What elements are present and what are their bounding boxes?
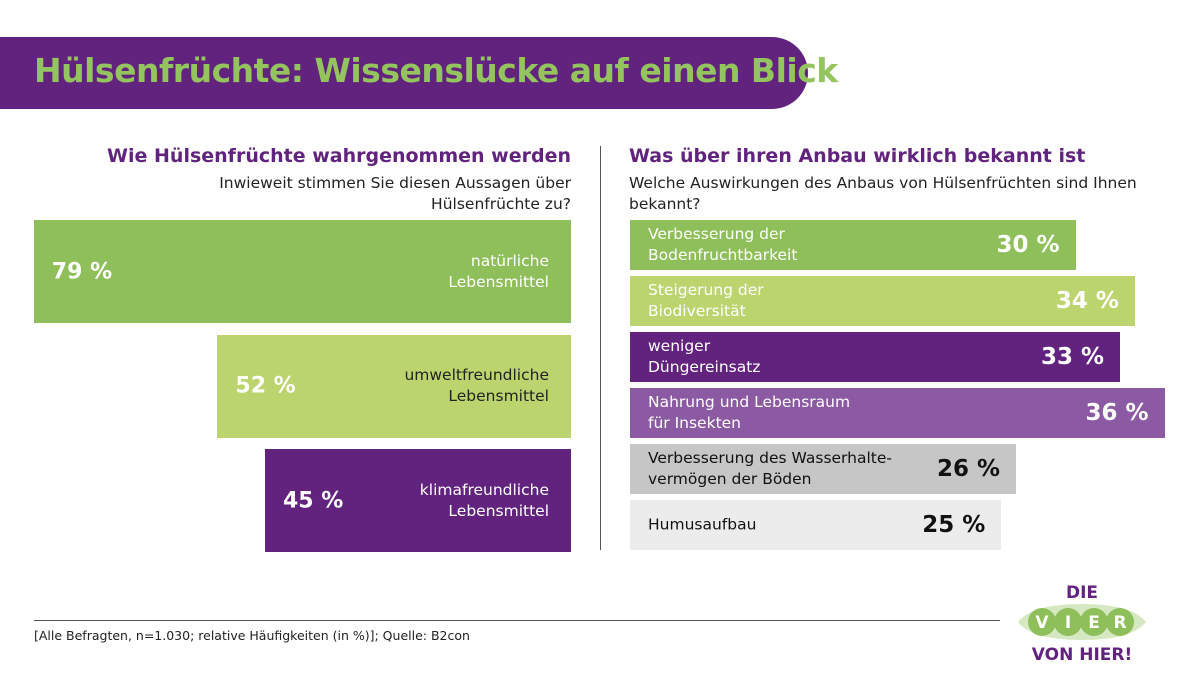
page-title: Hülsenfrüchte: Wissenslücke auf einen Bl… — [34, 51, 838, 90]
svg-text:DIE: DIE — [1066, 583, 1098, 603]
category-label-line: umweltfreundliche — [404, 366, 549, 384]
category-label-line: Lebensmittel — [448, 501, 549, 520]
value-label: 30 % — [996, 232, 1060, 258]
value-label: 25 % — [922, 512, 986, 538]
value-label: 36 % — [1085, 400, 1149, 426]
category-label: klimafreundliche Lebensmittel — [420, 480, 549, 522]
category-label-line: Lebensmittel — [448, 272, 549, 291]
svg-text:E: E — [1088, 613, 1100, 633]
category-label: weniger Düngereinsatz — [648, 336, 760, 378]
title-banner: Hülsenfrüchte: Wissenslücke auf einen Bl… — [0, 37, 838, 109]
value-label: 33 % — [1040, 344, 1105, 370]
value-label: 79 % — [51, 259, 113, 284]
category-label-line: Verbesserung des Wasserhalte- — [648, 449, 892, 467]
svg-text:R: R — [1113, 613, 1126, 633]
bar-4: Verbesserung des Wasserhalte-vermögen de… — [630, 444, 1017, 494]
right-chart-subtitle: Welche Auswirkungen des Anbaus von Hülse… — [629, 174, 1137, 213]
right-heading: Was über ihren Anbau wirklich bekannt is… — [629, 145, 1149, 215]
footer-divider — [34, 620, 1000, 621]
bar-0: Verbesserung der Bodenfruchtbarkeit 30 % — [630, 220, 1076, 270]
left-chart-subtitle: Inwieweit stimmen Sie diesen Aussagen üb… — [219, 174, 571, 213]
left-heading: Wie Hülsenfrüchte wahrgenommen werden In… — [107, 145, 571, 215]
category-label-line: Steigerung der — [648, 281, 764, 299]
category-label: natürliche Lebensmittel — [448, 251, 549, 293]
value-label: 45 % — [283, 488, 344, 513]
bar-1: Steigerung der Biodiversität 34 % — [630, 276, 1135, 326]
bar-3: Nahrung und Lebensraum für Insekten 36 % — [630, 388, 1165, 438]
category-label: Verbesserung der Bodenfruchtbarkeit — [648, 224, 797, 266]
category-label-line: Düngereinsatz — [648, 358, 761, 376]
category-label-line: Bodenfruchtbarkeit — [648, 246, 798, 264]
category-label-line: für Insekten — [648, 414, 741, 432]
bar-2: weniger Düngereinsatz 33 % — [630, 332, 1121, 382]
category-label-line: Lebensmittel — [448, 387, 549, 405]
value-label: 34 % — [1055, 288, 1119, 314]
category-label-line: Verbesserung der — [648, 225, 785, 243]
source-note: [Alle Befragten, n=1.030; relative Häufi… — [34, 628, 470, 643]
category-label: Steigerung der Biodiversität — [648, 280, 764, 322]
svg-text:V: V — [1035, 613, 1049, 633]
category-label-line: klimafreundliche — [419, 480, 549, 499]
bar-5: Humusaufbau 25 % — [630, 500, 1002, 550]
svg-text:VON HIER!: VON HIER! — [1032, 645, 1132, 665]
category-label-line: natürliche — [470, 251, 549, 270]
category-label-line: Humusaufbau — [648, 515, 757, 534]
bar-1: 52 % umweltfreundliche Lebensmittel — [217, 334, 571, 438]
divider — [600, 146, 601, 550]
category-label-line: weniger — [648, 337, 711, 355]
category-label: Verbesserung des Wasserhalte-vermögen de… — [648, 448, 892, 490]
category-label-line: vermögen der Böden — [648, 470, 812, 488]
category-label-line: Biodiversität — [648, 302, 746, 320]
bar-2: 45 % klimafreundliche Lebensmittel — [265, 449, 571, 552]
category-label-line: Nahrung und Lebensraum — [648, 393, 851, 411]
category-label: Nahrung und Lebensraum für Insekten — [648, 392, 850, 434]
category-label: Humusaufbau — [648, 515, 756, 536]
left-chart-title: Wie Hülsenfrüchte wahrgenommen werden — [107, 145, 571, 167]
value-label: 26 % — [937, 456, 1001, 482]
value-label: 52 % — [235, 373, 296, 399]
category-label: umweltfreundliche Lebensmittel — [404, 365, 549, 407]
bar-0: 79 % natürliche Lebensmittel — [33, 220, 571, 323]
svg-text:I: I — [1065, 613, 1071, 633]
right-chart-title: Was über ihren Anbau wirklich bekannt is… — [629, 145, 1086, 167]
